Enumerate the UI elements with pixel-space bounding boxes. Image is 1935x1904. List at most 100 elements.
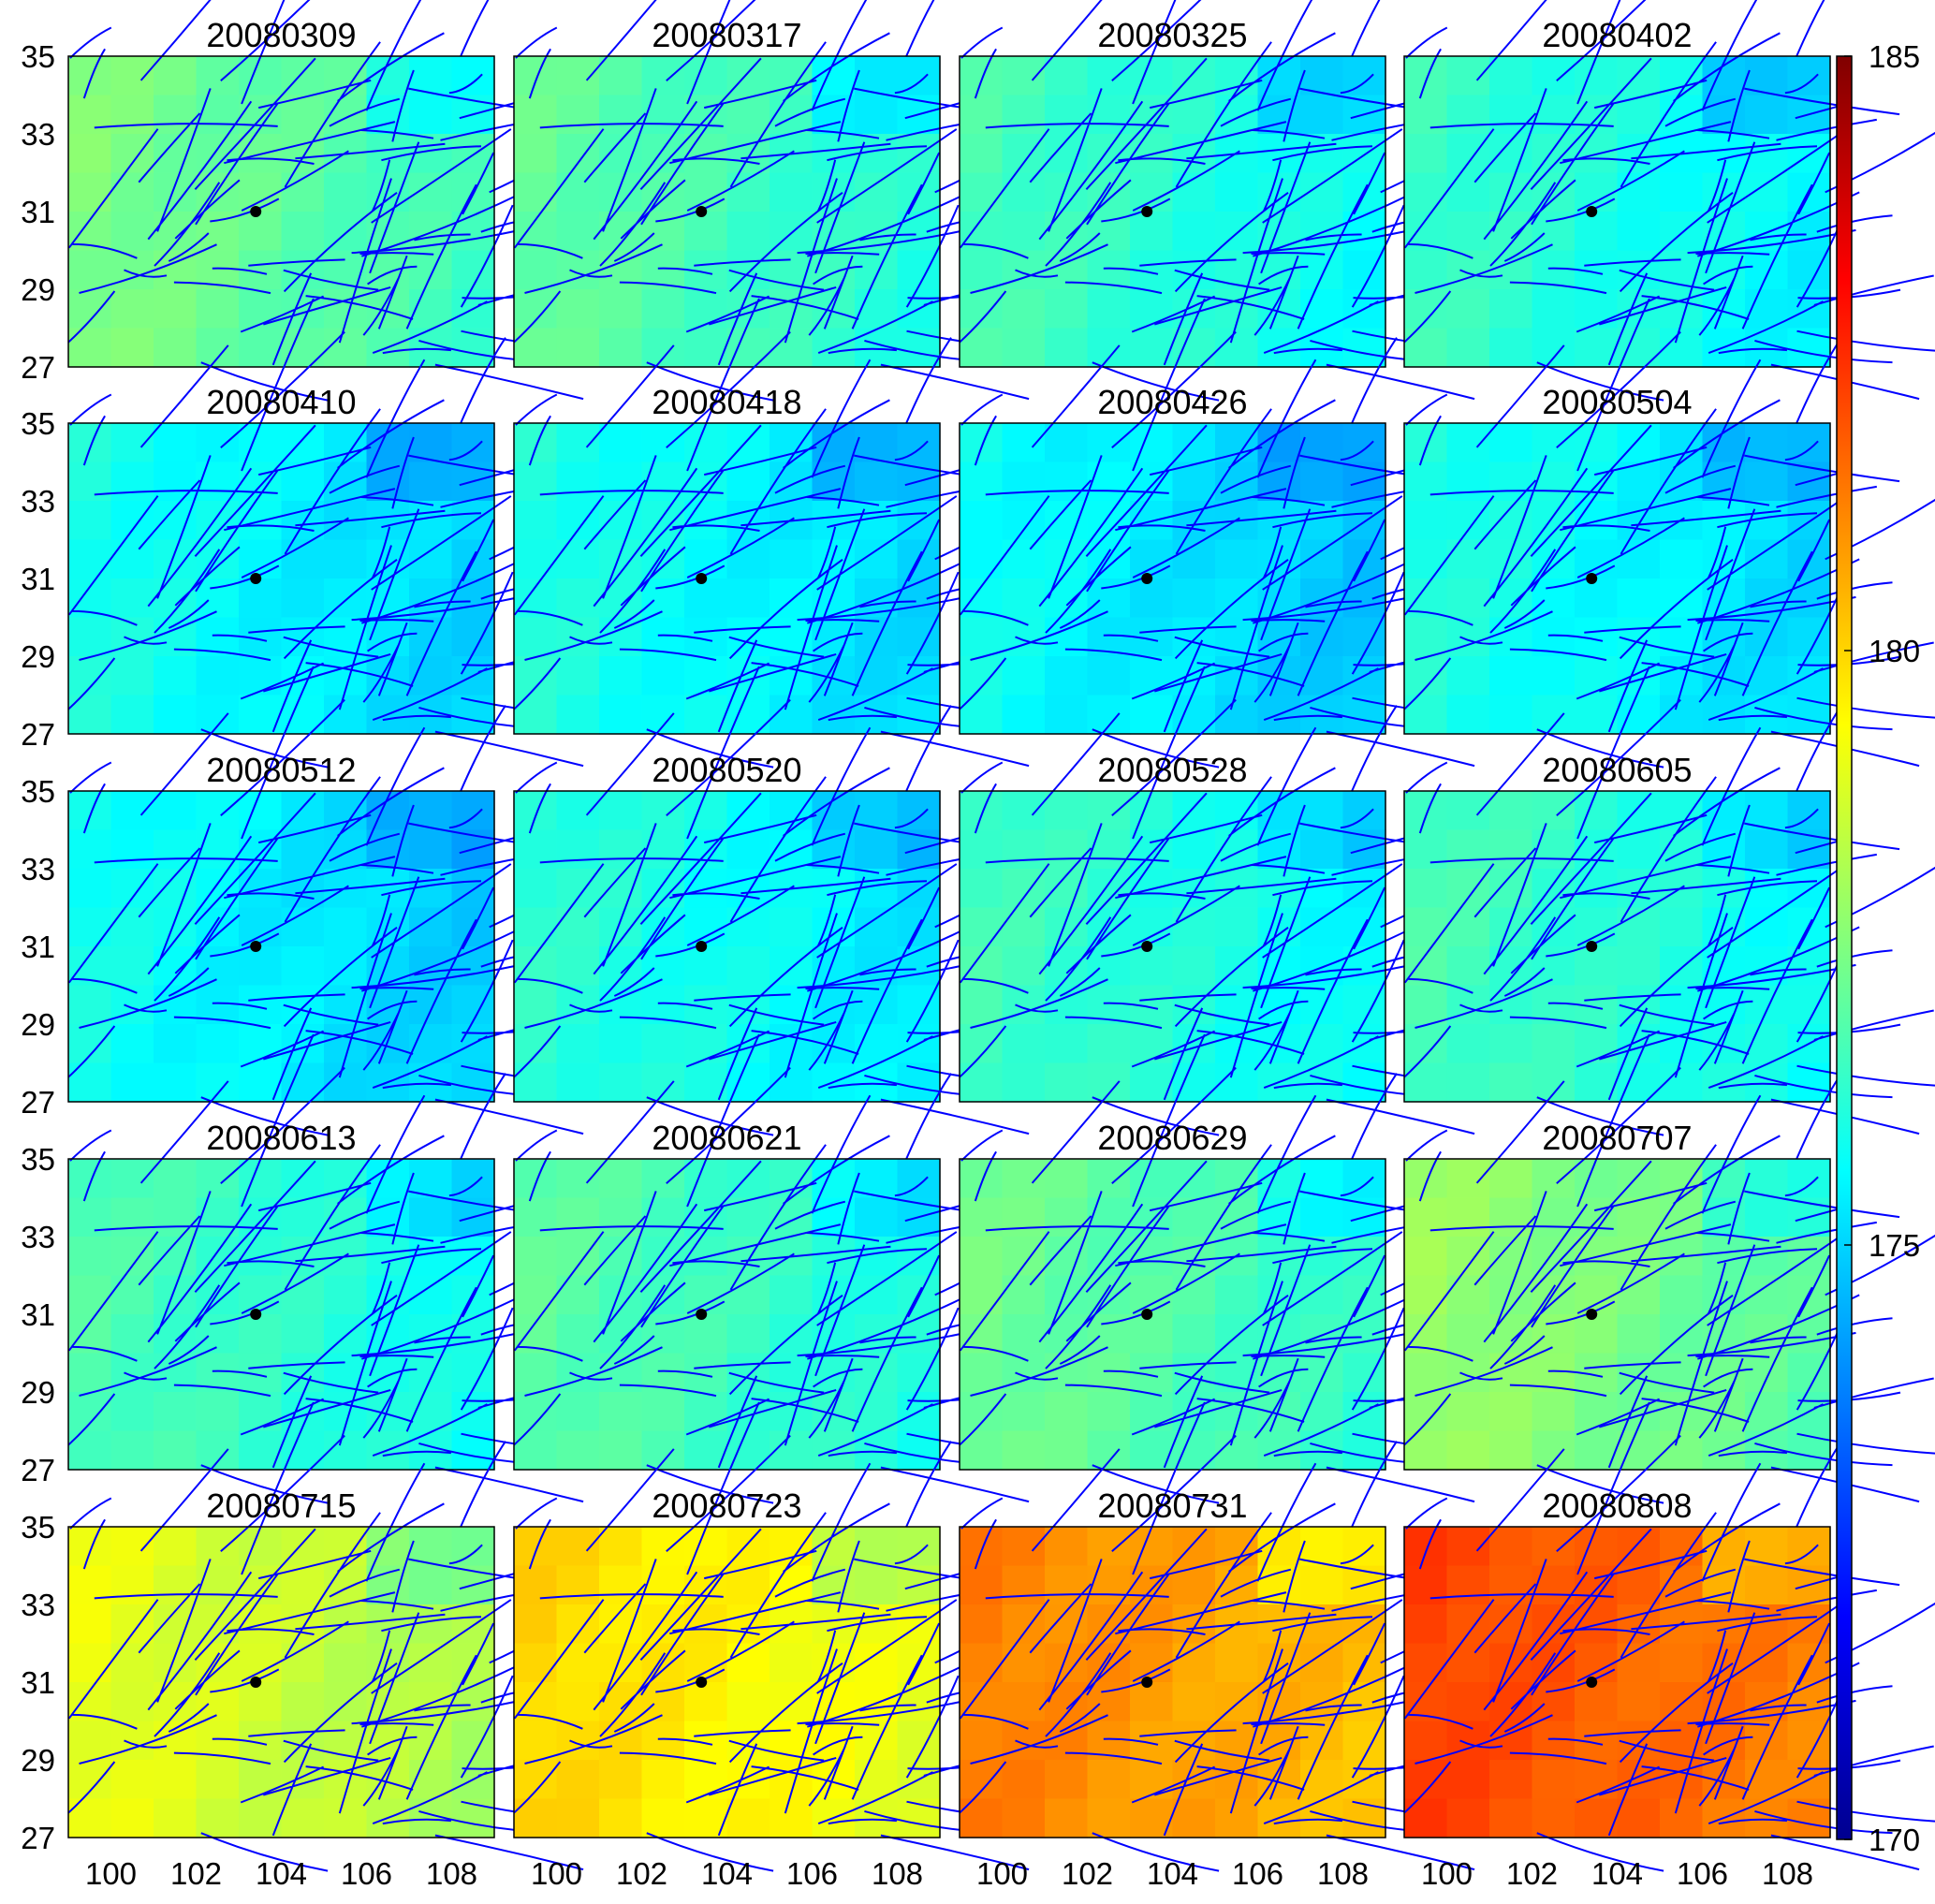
heatmap-cell [1745,172,1789,212]
fault-lines [1403,666,1935,1136]
fault-lines [513,298,1092,769]
heatmap-cell [855,1197,899,1238]
heatmap-cell [812,250,856,290]
heatmap-cell [514,461,558,502]
y-tick-label: 29 [21,1743,55,1778]
heatmap-cell [1446,1527,1490,1567]
heatmap-cell [1702,172,1746,212]
heatmap-cell [1300,539,1344,579]
heatmap-cell [68,617,112,657]
heatmap-cell [196,56,240,96]
heatmap-cell [1130,1159,1174,1199]
panel-frame [67,422,495,735]
heatmap-cell [1130,328,1174,368]
heatmap-cell [960,617,1004,657]
heatmap-cell [514,695,558,735]
heatmap-cell [1257,907,1301,947]
heatmap-cell [1130,289,1174,330]
heatmap-cell [514,1275,558,1315]
heatmap-cell [1215,1798,1259,1838]
heatmap-cell [1660,946,1704,987]
heatmap-cell [599,1527,643,1567]
heatmap-cell [1045,1798,1089,1838]
panel-frame [959,422,1386,735]
heatmap-cell [1404,695,1448,735]
heatmap-cell [1404,985,1448,1025]
heatmap-cell [960,328,1004,368]
heatmap-cell [1660,1314,1704,1355]
heatmap-cell [110,1159,154,1199]
heatmap-cell [1130,56,1174,96]
heatmap-cell [1300,985,1344,1025]
heatmap-cell [409,985,453,1025]
y-tick-label: 31 [21,1297,55,1332]
heatmap-cell [1617,1062,1661,1103]
heatmap-cell [110,829,154,870]
heatmap-cell [281,1353,325,1393]
panel-frame [513,55,941,368]
heatmap-cell [68,1237,112,1277]
heatmap-cell [68,1798,112,1838]
heatmap-cell [1745,539,1789,579]
heatmap-cell [556,1159,600,1199]
heatmap-cell [1404,1430,1448,1471]
heatmap-cell [855,95,899,135]
heatmap-cell [239,1643,283,1683]
heatmap-cell [514,1024,558,1064]
heatmap-cell [770,539,814,579]
heatmap-cell [1045,946,1089,987]
y-tick-label: 35 [21,774,55,809]
heatmap-cell [1130,1760,1174,1800]
heatmap-cell [770,1798,814,1838]
heatmap-cell [281,212,325,252]
heatmap-cell [726,1062,770,1103]
heatmap-cell [599,212,643,252]
heatmap-cell [1215,907,1259,947]
heatmap-cell [1215,212,1259,252]
heatmap-cell [110,1565,154,1605]
heatmap-cell [1745,56,1789,96]
heatmap-cell [110,1643,154,1683]
x-tick-label: 108 [1317,1856,1369,1891]
fault-lines [959,298,1538,769]
heatmap-cell [110,869,154,909]
heatmap-cell [1045,461,1089,502]
heatmap-cell [684,1760,728,1800]
heatmap-cell [1404,1275,1448,1315]
heatmap-cell [897,1430,941,1471]
panel-title: 20080504 [1542,383,1692,421]
heatmap-cell [1045,1024,1089,1064]
heatmap-cell [196,869,240,909]
colorbar-tick-label: 180 [1869,634,1920,668]
heatmap-cell [1575,1643,1619,1683]
heatmap-cell [1575,289,1619,330]
heatmap-cell [556,1682,600,1722]
heatmap-cell [684,172,728,212]
heatmap-cell [960,1604,1004,1645]
heatmap-cell [1215,1721,1259,1761]
heatmap-cell [1087,501,1131,541]
panel-title: 20080528 [1097,751,1247,789]
heatmap-cell [1702,907,1746,947]
heatmap-cell [324,1527,368,1567]
heatmap-cell [770,1062,814,1103]
heatmap-cell [68,695,112,735]
heatmap-cell [110,1430,154,1471]
heatmap-cell [1130,212,1174,252]
heatmap-cell [1446,946,1490,987]
heatmap-cell [1575,423,1619,463]
heatmap-cell [196,1062,240,1103]
heatmap-cell [1702,1721,1746,1761]
heatmap-cell [68,656,112,696]
heatmap-cell [726,695,770,735]
heatmap-cell [1575,1062,1619,1103]
heatmap-cell [68,134,112,174]
heatmap-cell [68,1604,112,1645]
map-panel: 20080309 35 33 31 29 27 [21,0,647,402]
heatmap-cell [154,1760,198,1800]
heatmap-cell [1087,328,1131,368]
heatmap-cell [1002,1643,1046,1683]
heatmap-cell [68,1721,112,1761]
heatmap-cell [154,1197,198,1238]
heatmap-cell [1660,328,1704,368]
